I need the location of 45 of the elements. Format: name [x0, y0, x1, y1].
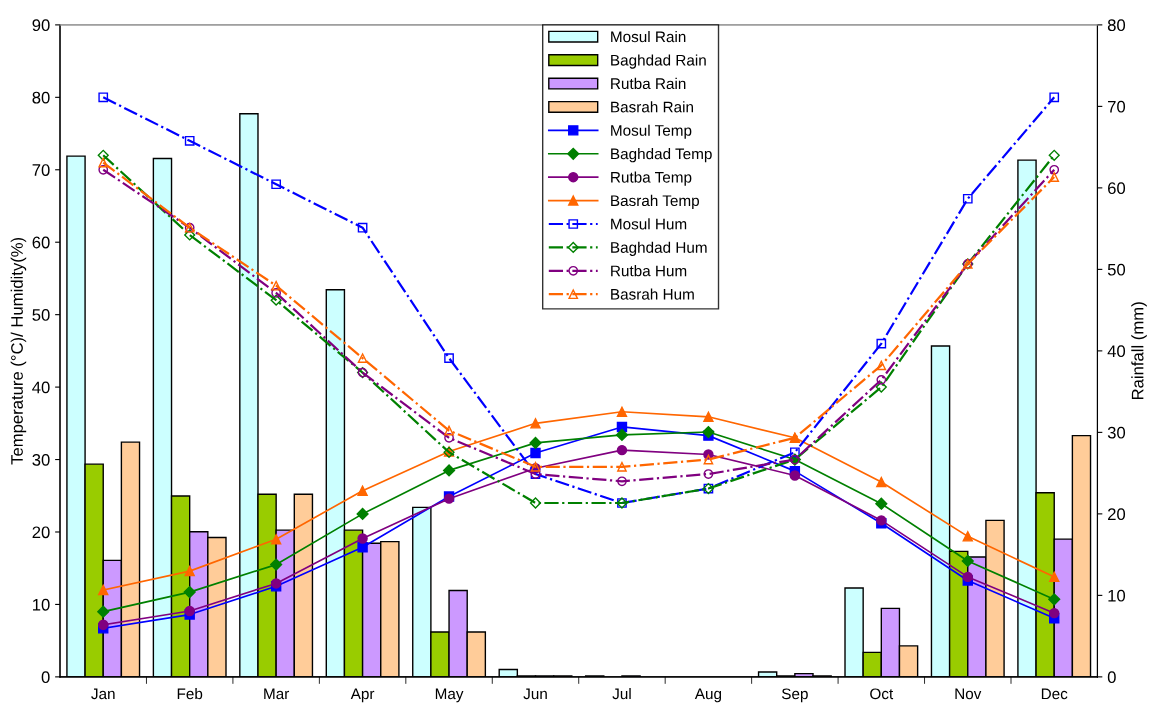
x-tick-label: Mar: [264, 688, 290, 700]
y-tick-label: 10: [33, 598, 50, 611]
y2-tick-label: 80: [1107, 19, 1126, 32]
y-tick-label: 40: [32, 381, 50, 394]
y2-tick-label: 0: [1107, 671, 1116, 684]
legend-label: Baghdad Temp: [611, 148, 712, 163]
legend-label: Basrah Rain: [611, 101, 693, 113]
x-tick-label: Oct: [870, 688, 894, 700]
y-tick-label: 70: [32, 164, 50, 176]
x-tick-label: Jul: [612, 687, 631, 700]
x-tick-label: May: [435, 688, 464, 703]
legend-label: Basrah Temp: [611, 194, 700, 210]
y-tick-label: 30: [32, 453, 50, 466]
legend-label: Rutba Hum: [611, 265, 687, 277]
y-tick-label: 20: [32, 526, 50, 539]
legend-label: Mosul Rain: [611, 31, 686, 43]
legend-label: Mosul Hum: [611, 218, 687, 230]
y2-tick-label: 50: [1107, 263, 1126, 276]
y2-tick-label: 40: [1107, 345, 1126, 358]
y2-tick-label: 10: [1108, 589, 1126, 602]
y2-axis-title: Rainfall (mm): [1131, 302, 1147, 400]
x-tick-label: Dec: [1041, 688, 1068, 700]
x-tick-label: Sep: [781, 688, 808, 703]
y-tick-label: 80: [32, 91, 50, 104]
y-tick-label: 50: [32, 309, 50, 321]
x-tick-label: Apr: [350, 688, 375, 703]
y2-tick-label: 20: [1108, 508, 1126, 521]
x-tick-label: Jan: [91, 688, 115, 700]
x-tick-label: Nov: [955, 688, 982, 700]
y2-tick-label: 30: [1107, 426, 1126, 439]
x-tick-label: Jun: [523, 688, 547, 700]
y2-tick-label: 70: [1108, 100, 1126, 113]
y2-tick-label: 60: [1108, 182, 1126, 195]
legend-label: Basrah Hum: [611, 288, 694, 300]
legend-label: Rutba Rain: [611, 77, 686, 90]
y-tick-label: 0: [41, 671, 50, 684]
x-tick-label: Aug: [694, 688, 722, 703]
y-axis-title: Temperature (°C)/ Humidity(%): [10, 237, 27, 465]
x-tick-label: Feb: [177, 687, 203, 700]
y-tick-label: 60: [32, 236, 50, 249]
legend-label: Mosul Temp: [611, 124, 692, 139]
y-tick-label: 90: [32, 19, 50, 32]
legend-label: Rutba Temp: [611, 171, 692, 186]
legend-label: Baghdad Rain: [611, 54, 706, 69]
legend-label: Baghdad Hum: [611, 241, 707, 256]
